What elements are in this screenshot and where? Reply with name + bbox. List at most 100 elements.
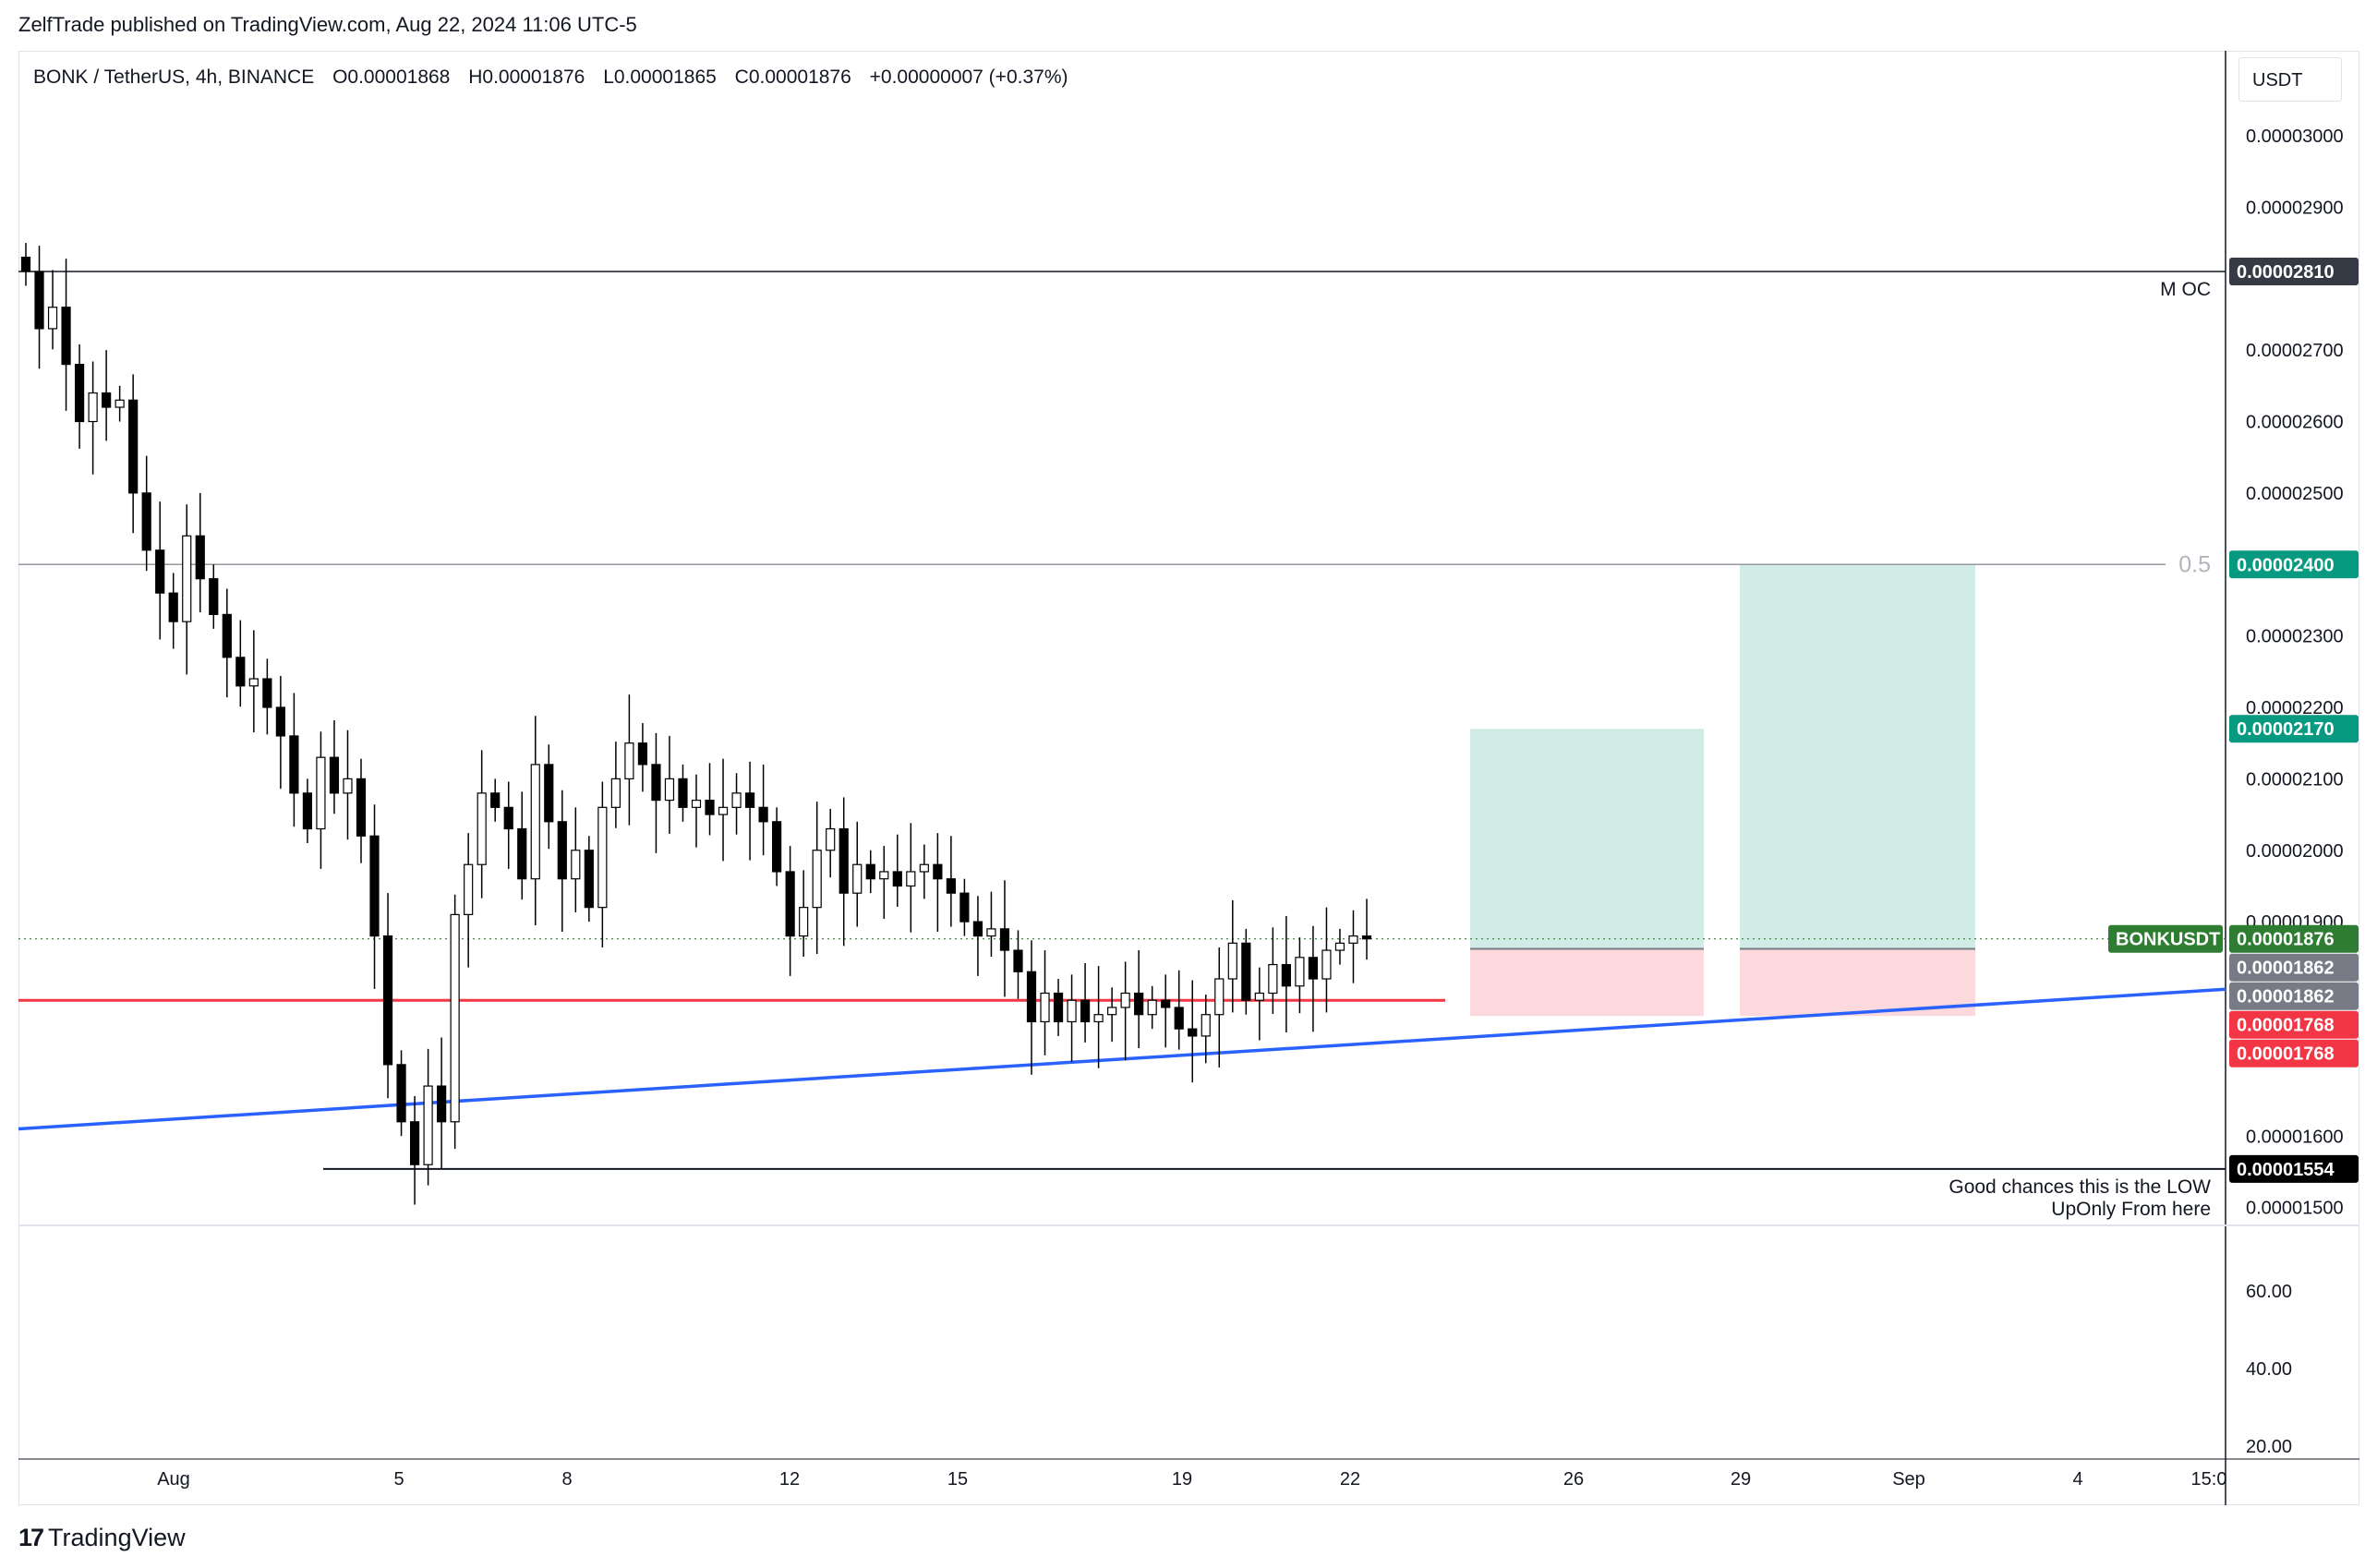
candle-body [102,392,112,408]
time-tick-label: 5 [393,1469,404,1490]
candle-body [168,592,178,622]
moc-price-label: 0.00002810 [2237,262,2335,283]
candle-body [705,799,715,815]
candle-body [343,778,353,794]
candle-body [115,399,125,408]
candle-body [571,850,581,880]
legend-open: O0.00001868 [332,66,451,88]
candle-body [222,613,232,658]
candle-body [1361,935,1372,940]
candle-body [1026,971,1037,1023]
candle-body [382,935,393,1066]
entry-price-label-1: 0.00001862 [2237,959,2335,979]
candle-body [1254,992,1264,1001]
entry-price-label-2: 0.00001862 [2237,987,2335,1007]
candle-body [1201,1014,1211,1037]
candle-body [1053,992,1064,1023]
candle-body [34,271,44,330]
candle-body [651,764,661,802]
stop-price-label-1-bg [2229,1010,2359,1039]
time-tick-label: Aug [157,1469,190,1490]
chart-frame [18,51,2359,1505]
candle-body [785,871,795,937]
candle-body [437,1085,447,1123]
candle-body [1107,1007,1117,1016]
low-price-label-bg [2229,1154,2359,1183]
candle-body [718,806,729,815]
symbol-legend: BONK / TetherUS, 4h, BINANCE O0.00001868… [33,66,1080,89]
candle-body [1040,992,1050,1023]
candle-body [195,535,205,580]
candle-body [1308,957,1319,980]
time-tick-label: 26 [1563,1469,1584,1490]
candle-body [1295,957,1305,987]
half-price-label: 0.00002400 [2237,555,2335,575]
candle-body [1013,949,1023,972]
candle-body [1147,999,1157,1016]
tradingview-logo-icon: 17 [18,1524,44,1551]
candle-body [1067,999,1077,1023]
currency-button[interactable]: USDT [2238,57,2342,102]
price-labels: 0.00002810 0.00002400 0.00002170 BONKUSDT 0.… [2108,258,2359,1183]
volume-axis-ticks: 60.00 40.00 20.00 [2246,1282,2292,1457]
legend-close: C0.00001876 [734,66,851,88]
candle-body [892,871,902,887]
target-zone [1740,564,1975,949]
candle-body [450,913,460,1123]
candle-body [1214,978,1225,1016]
candle-body [61,307,71,366]
low-note-line-1: Good chances this is the LOW [1949,1176,2211,1198]
time-axis-ticks: Aug 5 8 12 15 19 22 26 29 Sep 4 15:0 [157,1469,2226,1490]
low-price-label: 0.00001554 [2237,1160,2335,1180]
candle-body [933,863,943,880]
candle-body [1161,999,1171,1008]
legend-symbol[interactable]: BONK / TetherUS, 4h, BINANCE [33,66,315,88]
candle-body [490,792,501,808]
candle-body [329,756,340,794]
tradingview-brand[interactable]: 17 TradingView [18,1524,186,1552]
candle-body [1227,942,1237,980]
time-tick-label: 29 [1731,1469,1751,1490]
candle-body [477,792,487,865]
price-tick-label: 0.00002600 [2246,413,2344,433]
last-price-label: 0.00001876 [2237,930,2335,950]
symbol-price-label: BONKUSDT [2116,930,2220,950]
candle-body [1174,1007,1184,1030]
candle-body [1188,1028,1198,1037]
stop-price-label-1: 0.00001768 [2237,1016,2335,1036]
candle-body [919,863,929,873]
candle-body [678,778,688,808]
legend-low: L0.00001865 [603,66,717,88]
fib-half-note: 0.5 [2178,551,2211,577]
trend-line [18,987,2226,1131]
candle-body [731,792,742,808]
half-price-label-bg [2229,550,2359,579]
low-note-line-2: UpOnly From here [2051,1199,2211,1220]
candle-body [584,850,594,909]
candle-body [47,307,58,330]
time-tick-label: 8 [561,1469,572,1490]
candle-body [1348,935,1358,944]
candle-body [865,863,875,880]
annotations: M OC 0.5 Good chances this is the LOWUpOnl… [1949,279,2211,1220]
entry-price-label-1-bg [2229,953,2359,982]
candle-body [275,706,285,737]
time-tick-label: 4 [2072,1469,2082,1490]
drawing-lines [18,271,2226,1170]
candle-body [235,657,246,687]
candle-body [744,792,755,808]
price-tick-label: 0.00002700 [2246,341,2344,361]
legend-change: +0.00000007 (+0.37%) [869,66,1068,88]
candle-body [356,778,367,837]
price-tick-label: 0.00002500 [2246,484,2344,504]
candle-body [369,835,380,937]
moc-price-label-bg [2229,258,2359,286]
position-zones [1470,564,1975,1017]
candle-body [986,928,996,937]
candle-body [141,492,151,551]
candle-body [1334,942,1345,951]
candle-body [262,678,272,708]
candle-body [464,863,474,915]
last-price-label-bg [2229,924,2359,953]
